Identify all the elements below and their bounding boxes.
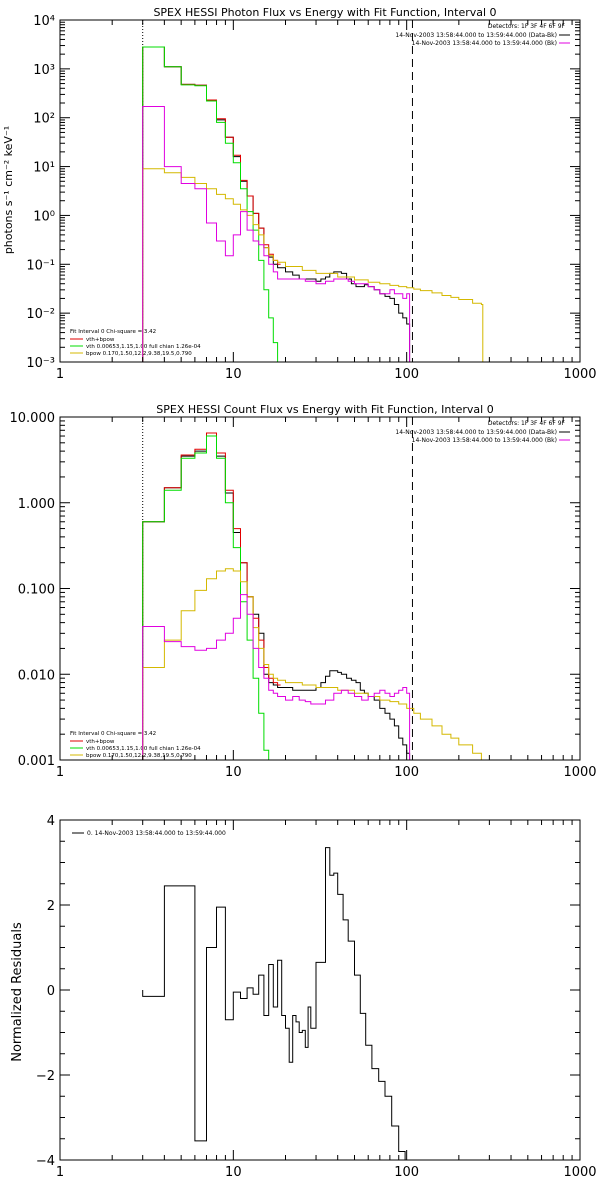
- y-tick-label: −2: [36, 1069, 55, 1084]
- series-group: [142, 847, 415, 1160]
- x-tick-label: 100: [394, 367, 419, 382]
- y-tick-label: 10.000: [10, 411, 56, 426]
- legend-detectors-2: Detectors: 1F 3F 4F 6F 9F: [488, 420, 566, 427]
- x-tick-label: 10: [225, 1165, 242, 1180]
- background-histogram-line: [142, 594, 413, 760]
- legend-data-interval: 14-Nov-2003 13:58:44.000 to 13:59:44.000…: [395, 32, 557, 39]
- count-flux-legend-bottom-left: Fit Interval 0 Chi-square = 3.42 vth+bpo…: [70, 731, 201, 759]
- legend-vth-label-2: vth 0.00653,1.15,1.00 full chian 1.26e-0…: [86, 746, 201, 752]
- vth-histogram-line: [142, 46, 283, 362]
- x-tick-label: 1000: [563, 367, 596, 382]
- y-tick-label: 10⁻¹: [26, 258, 55, 273]
- photon-flux-panel: SPEX HESSI Photon Flux vs Energy with Fi…: [2, 6, 597, 382]
- legend-fit-interval: Fit Interval 0 Chi-square = 3.42: [70, 329, 156, 335]
- legend-detectors: Detectors: 1F 3F 4F 6F 9F: [488, 23, 566, 30]
- background-histogram-line: [142, 106, 413, 362]
- plot-frame: [59, 416, 581, 761]
- x-tick-label: 1: [56, 1165, 64, 1180]
- legend-data-interval-2: 14-Nov-2003 13:58:44.000 to 13:59:44.000…: [395, 429, 557, 436]
- x-tick-label: 1000: [563, 765, 596, 780]
- series-group: [142, 432, 484, 760]
- legend-bk-interval-2: 14-Nov-2003 13:58:44.000 to 13:59:44.000…: [412, 437, 557, 444]
- y-tick-label: 10⁰: [33, 209, 55, 224]
- model-histogram-line: [142, 46, 281, 362]
- y-tick-label: 10⁻²: [26, 307, 55, 322]
- legend-bk-interval: 14-Nov-2003 13:58:44.000 to 13:59:44.000…: [412, 40, 557, 47]
- y-tick-label: 0.100: [18, 583, 55, 598]
- count-flux-panel: SPEX HESSI Count Flux vs Energy with Fit…: [10, 403, 597, 780]
- x-tick-label: 1: [56, 765, 64, 780]
- legend-model-label: vth+bpow: [86, 337, 115, 343]
- legend-bpow-label-2: bpow 0.170,1.50,12.2,9.38,19.5,0.790: [86, 753, 192, 759]
- series-group: [142, 46, 484, 362]
- y-tick-label: 4: [47, 814, 55, 829]
- photon-flux-legend-bottom-left: Fit Interval 0 Chi-square = 3.42 vth+bpo…: [70, 329, 201, 357]
- y-tick-label: 0.001: [18, 754, 55, 769]
- plot-frame: [59, 19, 581, 363]
- residuals-legend-label: 0. 14-Nov-2003 13:58:44.000 to 13:59:44.…: [87, 830, 226, 837]
- y-tick-label: 0.010: [18, 668, 55, 683]
- photon-flux-ylabel: photons s⁻¹ cm⁻² keV⁻¹: [2, 126, 15, 254]
- legend-bpow-label: bpow 0.170,1.50,12.2,9.38,19.5,0.790: [86, 351, 192, 357]
- y-tick-label: −4: [36, 1154, 55, 1169]
- y-tick-label: 1.000: [18, 497, 55, 512]
- legend-vth-label: vth 0.00653,1.15,1.00 full chian 1.26e-0…: [86, 344, 201, 350]
- legend-fit-interval-2: Fit Interval 0 Chi-square = 3.42: [70, 731, 156, 737]
- residuals-panel: Normalized Residuals 0. 14-Nov-2003 13:5…: [10, 814, 597, 1180]
- y-tick-label: 10²: [33, 112, 55, 127]
- y-tick-label: 10³: [33, 63, 55, 78]
- legend-model-label-2: vth+bpow: [86, 739, 115, 745]
- x-tick-label: 10: [225, 765, 242, 780]
- count-flux-title: SPEX HESSI Count Flux vs Energy with Fit…: [156, 403, 493, 416]
- y-tick-label: 10⁴: [33, 14, 55, 29]
- x-tick-label: 1000: [563, 1165, 596, 1180]
- y-tick-label: 0: [47, 984, 55, 999]
- y-tick-label: 2: [47, 899, 55, 914]
- residuals-legend: 0. 14-Nov-2003 13:58:44.000 to 13:59:44.…: [72, 830, 226, 837]
- bpow-histogram-line: [142, 168, 484, 362]
- photon-flux-title: SPEX HESSI Photon Flux vs Energy with Fi…: [153, 6, 496, 19]
- photon-flux-legend-top-right: Detectors: 1F 3F 4F 6F 9F 14-Nov-2003 13…: [395, 23, 570, 47]
- x-tick-label: 10: [225, 367, 242, 382]
- y-tick-label: 10¹: [33, 161, 55, 176]
- count-flux-legend-top-right: Detectors: 1F 3F 4F 6F 9F 14-Nov-2003 13…: [395, 420, 570, 444]
- residuals-ylabel: Normalized Residuals: [10, 922, 25, 1062]
- data-histogram-line: [142, 435, 413, 760]
- data-histogram-line: [142, 847, 415, 1160]
- x-tick-label: 100: [394, 765, 419, 780]
- x-tick-label: 1: [56, 367, 64, 382]
- bpow-histogram-line: [142, 568, 484, 760]
- y-tick-label: 10⁻³: [26, 356, 55, 371]
- plot-frame: [59, 819, 581, 1161]
- x-tick-label: 100: [394, 1165, 419, 1180]
